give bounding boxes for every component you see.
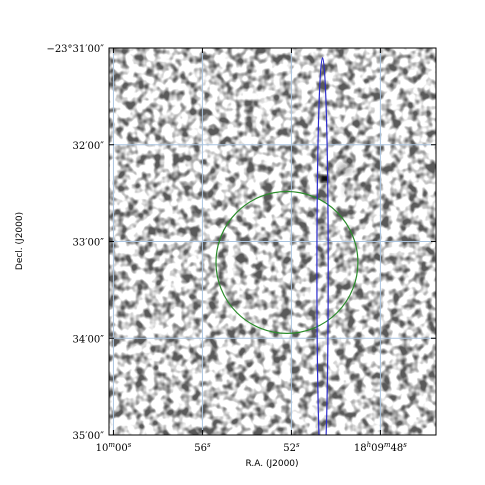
x-tick-label-1: 56s — [194, 441, 211, 454]
x-tick-label-2: 52s — [283, 441, 300, 454]
y-tick-label-3: 34′00″ — [73, 334, 105, 345]
region-overlays — [215, 57, 359, 435]
source-faint-1 — [337, 162, 352, 175]
axis-ticks — [109, 47, 436, 436]
region-circle — [215, 190, 359, 335]
error-ellipse — [316, 57, 329, 435]
plot-area — [109, 48, 436, 435]
x-axis-label: R.A. (J2000) — [245, 459, 298, 469]
source-faint-2 — [342, 183, 357, 196]
y-tick-label-0: −23°31′00″ — [46, 44, 104, 55]
y-tick-label-4: 35′00″ — [73, 431, 105, 442]
x-tick-label-3: 18h09m48s — [354, 441, 407, 454]
x-tick-labels: 10m00s 56s 52s 18h09m48s — [96, 441, 408, 454]
source-bright-0 — [320, 175, 329, 183]
y-axis-label: Decl. (J2000) — [15, 212, 25, 270]
x-tick-label-0: 10m00s — [96, 441, 132, 454]
y-tick-labels: −23°31′00″ 32′00″ 33′00″ 34′00″ 35′00″ — [46, 44, 104, 442]
y-tick-label-1: 32′00″ — [73, 141, 105, 152]
y-tick-label-2: 33′00″ — [73, 238, 105, 249]
point-sources — [320, 162, 357, 196]
